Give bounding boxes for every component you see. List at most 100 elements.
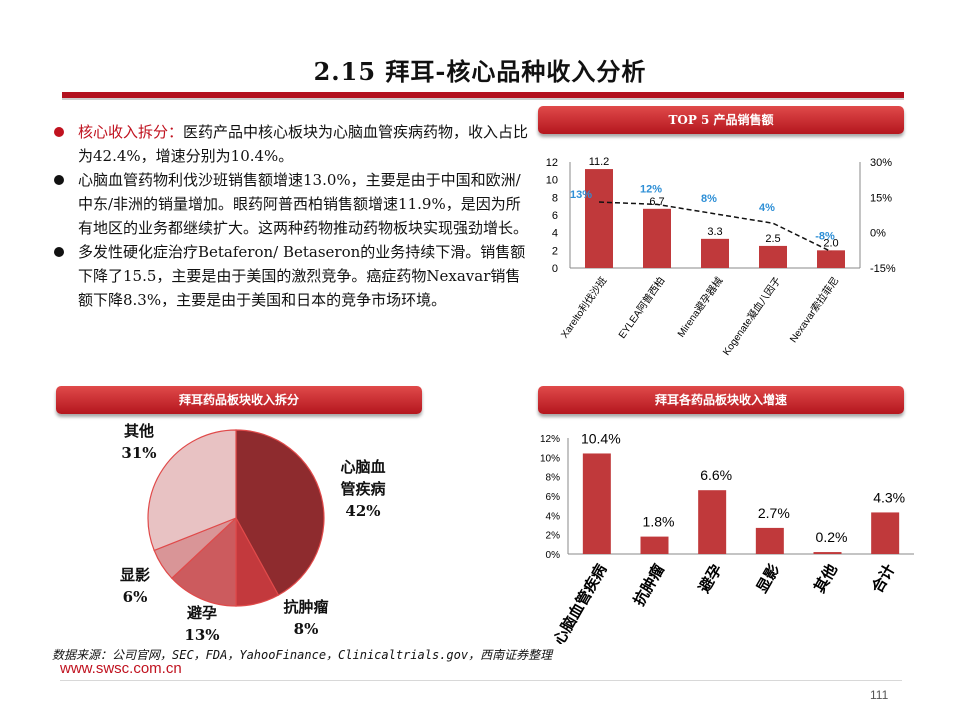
page-title: 2.15 拜耳-核心品种收入分析: [313, 57, 647, 86]
left-tick-label: 2: [552, 245, 558, 257]
growth-data-label: 4%: [759, 202, 775, 214]
pie-label-other-pct: 31%: [121, 444, 157, 462]
pie-label-cardio: 心脑血管疾病 42%: [328, 456, 398, 522]
left-tick-label: 12: [546, 157, 558, 169]
category-tick-label: Kogenate凝血八因子: [720, 274, 784, 357]
pie-label-cardio-pct: 42%: [345, 502, 381, 520]
bullet-list: 核心收入拆分：医药产品中核心板块为心脑血管疾病药物，收入占比为42.4%，增速分…: [48, 120, 530, 312]
y-tick-label: 4%: [546, 511, 561, 522]
bar-data-label: 0.2%: [816, 529, 848, 545]
bar-data-label: 3.3: [707, 226, 722, 238]
bullet-text: 多发性硬化症治疗Betaferon/ Betaseron的业务持续下滑。销售额下…: [78, 243, 526, 309]
bullet-item: 多发性硬化症治疗Betaferon/ Betaseron的业务持续下滑。销售额下…: [48, 240, 530, 312]
growth-data-label: 12%: [640, 183, 662, 195]
pie-label-cardio-line1: 心脑血: [340, 458, 386, 476]
page-number: 111: [870, 688, 889, 702]
bar-data-label: 4.3%: [873, 489, 905, 505]
bar-data-label: 2.7%: [758, 505, 790, 521]
bar-data-label: 6.6%: [700, 467, 732, 483]
category-tick-label: 抗肿瘤: [630, 561, 668, 609]
category-tick-label: EYLEA阿普西柏: [615, 274, 667, 341]
category-tick-label: Xarelto利伐沙班: [559, 275, 610, 341]
bar: [701, 238, 729, 268]
category-tick-label: 避孕: [695, 561, 726, 596]
right-tick-label: 15%: [870, 192, 892, 204]
pie-label-imaging-pct: 6%: [122, 588, 148, 606]
bar: [585, 169, 613, 268]
footer-url[interactable]: www.swsc.com.cn: [60, 660, 182, 677]
pie-label-other-name: 其他: [123, 422, 154, 440]
title-rule-shadow: [62, 98, 904, 100]
pie-label-contraception-pct: 13%: [184, 626, 220, 644]
bar: [755, 527, 784, 554]
category-tick-label: Nexavar索拉菲尼: [786, 274, 841, 345]
growth-data-label: 8%: [701, 193, 717, 205]
bar: [813, 552, 842, 554]
pie-label-oncology-pct: 8%: [293, 620, 319, 638]
top5-chart: 0 2 4 6 8 10 12 -15% 0% 15% 30% 11.2 13% Xarelto利伐沙班 6…: [546, 156, 896, 358]
growth-chart-header: 拜耳各药品板块收入增速: [538, 386, 904, 414]
bullet-item: 心脑血管药物利伐沙班销售额增速13.0%，主要是由于中国和欧洲/中东/非洲的销量…: [48, 168, 530, 240]
footer-rule: [60, 680, 902, 681]
title-rule: [62, 92, 904, 98]
bar: [582, 453, 611, 554]
pie-label-imaging: 显影 6%: [110, 564, 160, 608]
category-tick-label: 合计: [868, 561, 899, 597]
category-tick-label: Mirena避孕器械: [674, 274, 725, 339]
y-tick-label: 12%: [540, 434, 560, 445]
pie-label-contraception-name: 避孕: [186, 604, 217, 622]
bullet-text: 心脑血管药物利伐沙班销售额增速13.0%，主要是由于中国和欧洲/中东/非洲的销量…: [78, 171, 529, 237]
y-tick-label: 0%: [546, 550, 561, 561]
y-tick-label: 2%: [546, 531, 561, 542]
pie-slice: [235, 429, 325, 596]
bar: [759, 245, 787, 268]
pie-label-imaging-name: 显影: [119, 566, 150, 584]
left-tick-label: 4: [552, 228, 558, 240]
category-tick-label: 心脑血管疾病: [550, 561, 611, 644]
y-tick-label: 6%: [546, 492, 561, 503]
pie-label-oncology: 抗肿瘤 8%: [274, 596, 338, 640]
pie-label-oncology-name: 抗肿瘤: [283, 598, 329, 616]
pie-slice: [147, 429, 237, 552]
bar: [640, 536, 669, 554]
left-tick-label: 8: [552, 192, 558, 204]
bar-data-label: 6.7: [649, 196, 664, 208]
growth-data-label: -8%: [815, 231, 835, 243]
right-tick-label: 0%: [870, 228, 886, 240]
pie-label-other: 其他 31%: [114, 420, 164, 464]
pie-label-contraception: 避孕 13%: [176, 602, 228, 646]
top5-chart-header: TOP 5 产品销售额: [538, 106, 904, 134]
bar-data-label: 11.2: [589, 156, 610, 168]
right-tick-label: -15%: [870, 263, 896, 275]
bar-data-label: 2.0: [823, 237, 838, 249]
pie-chart: [147, 429, 325, 607]
growth-line: [598, 201, 832, 253]
bullet-item: 核心收入拆分：医药产品中核心板块为心脑血管疾病药物，收入占比为42.4%，增速分…: [48, 120, 530, 168]
y-tick-label: 10%: [540, 453, 560, 464]
bar: [698, 490, 727, 554]
left-tick-label: 6: [552, 210, 558, 222]
bar: [871, 512, 900, 554]
bar-data-label: 10.4%: [581, 430, 621, 446]
pie-slice: [171, 516, 237, 607]
bullet-highlight: 核心收入拆分：: [78, 123, 184, 141]
category-tick-label: 其他: [810, 561, 841, 596]
category-tick-label: 显影: [753, 561, 784, 596]
bar-data-label: 2.5: [765, 233, 780, 245]
left-tick-label: 0: [552, 263, 558, 275]
bar: [643, 208, 671, 268]
left-tick-label: 10: [546, 175, 558, 187]
growth-chart: 0% 2% 4% 6% 8% 10% 12% 10.4% 心脑血管疾病 1.8% 抗肿瘤 6.6% 避孕…: [540, 430, 914, 644]
bullet-dot-icon: [54, 247, 64, 257]
pie-chart-header: 拜耳药品板块收入拆分: [56, 386, 422, 414]
bullet-dot-icon: [54, 175, 64, 185]
bar-data-label: 1.8%: [643, 514, 675, 530]
data-source: 数据来源：公司官网，SEC，FDA，YahooFinance，Clinicalt…: [52, 648, 553, 662]
growth-data-label: 13%: [570, 189, 592, 201]
y-tick-label: 8%: [546, 473, 561, 484]
bar: [817, 250, 845, 268]
bullet-text: 医药产品中核心板块为心脑血管疾病药物，收入占比为42.4%，增速分别为10.4%…: [78, 123, 529, 165]
pie-label-cardio-line2: 管疾病: [340, 480, 386, 498]
right-tick-label: 30%: [870, 157, 892, 169]
bullet-dot-icon: [54, 127, 64, 137]
